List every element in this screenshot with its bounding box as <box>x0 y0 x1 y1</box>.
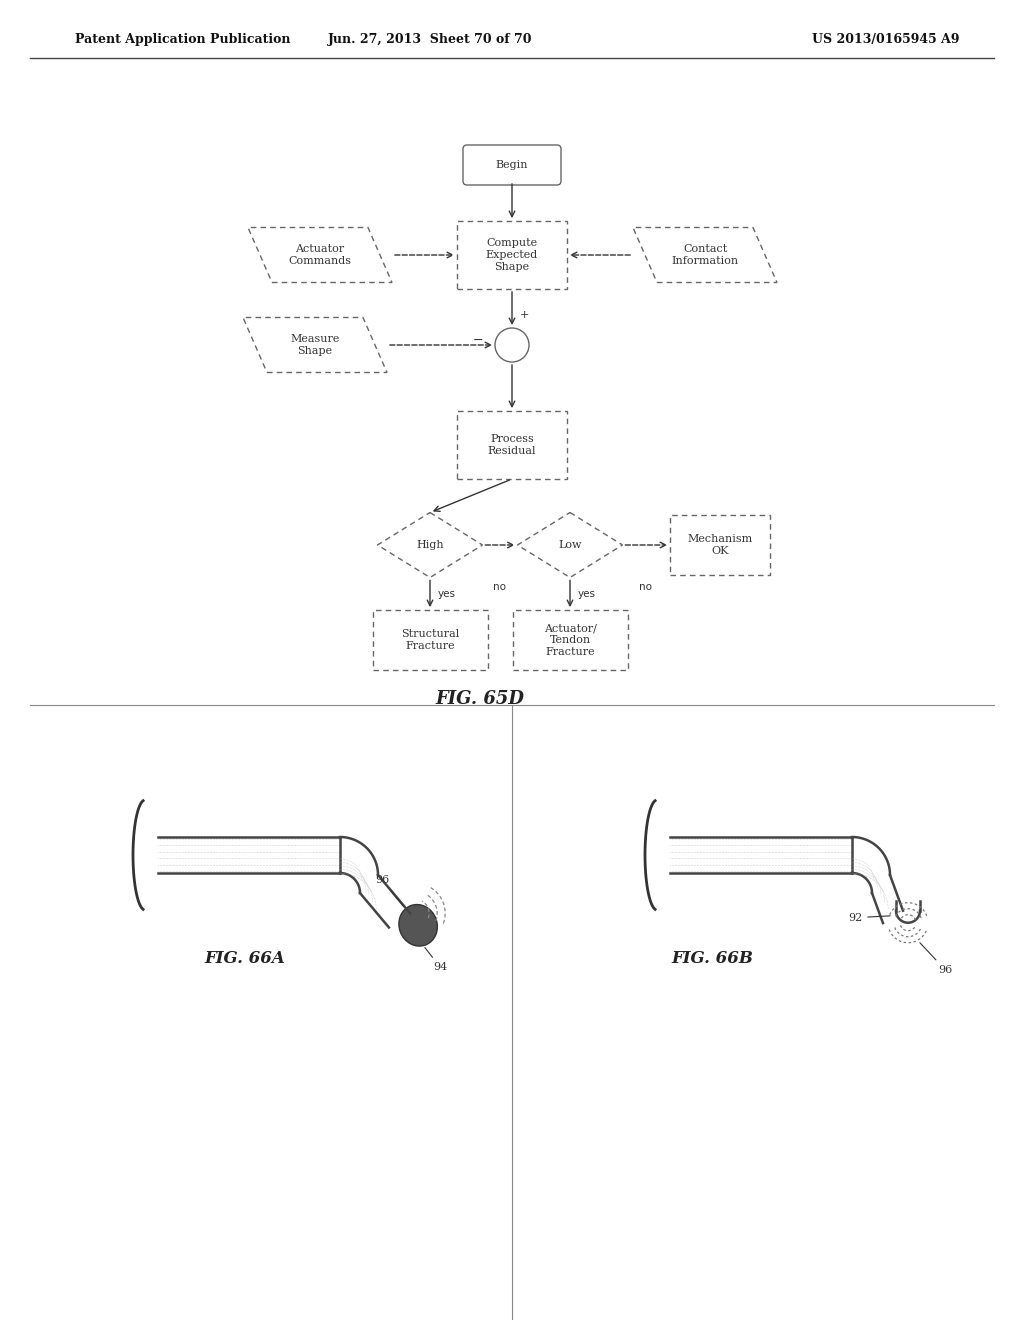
Text: −: − <box>472 334 483 346</box>
Text: US 2013/0165945 A9: US 2013/0165945 A9 <box>812 33 961 46</box>
Text: yes: yes <box>438 589 456 599</box>
Bar <box>457 220 567 289</box>
Text: FIG. 65D: FIG. 65D <box>435 690 524 708</box>
Polygon shape <box>243 318 387 372</box>
Bar <box>373 610 487 671</box>
Circle shape <box>495 327 529 362</box>
Polygon shape <box>378 512 482 578</box>
Polygon shape <box>248 227 392 282</box>
Text: FIG. 66A: FIG. 66A <box>205 950 286 968</box>
Text: no: no <box>494 582 507 593</box>
Text: 96: 96 <box>375 875 403 906</box>
Text: +: + <box>520 310 529 319</box>
Text: 94: 94 <box>425 948 447 973</box>
Text: Low: Low <box>558 540 582 550</box>
Text: Jun. 27, 2013  Sheet 70 of 70: Jun. 27, 2013 Sheet 70 of 70 <box>328 33 532 46</box>
Bar <box>670 515 770 576</box>
Text: High: High <box>416 540 443 550</box>
Text: no: no <box>639 582 651 593</box>
Text: Mechanism
OK: Mechanism OK <box>687 535 753 556</box>
Text: Actuator/
Tendon
Fracture: Actuator/ Tendon Fracture <box>544 623 596 656</box>
Text: Process
Residual: Process Residual <box>487 434 537 455</box>
Text: 96: 96 <box>920 942 952 974</box>
Text: Begin: Begin <box>496 160 528 170</box>
Text: yes: yes <box>578 589 596 599</box>
Text: FIG. 66B: FIG. 66B <box>671 950 753 968</box>
Text: 92: 92 <box>848 912 890 923</box>
Text: Patent Application Publication: Patent Application Publication <box>75 33 291 46</box>
Text: Measure
Shape: Measure Shape <box>291 334 340 356</box>
Bar <box>512 610 628 671</box>
FancyBboxPatch shape <box>463 145 561 185</box>
Polygon shape <box>633 227 777 282</box>
Text: Contact
Information: Contact Information <box>672 244 738 265</box>
Text: Structural
Fracture: Structural Fracture <box>400 630 459 651</box>
Text: Actuator
Commands: Actuator Commands <box>289 244 351 265</box>
Polygon shape <box>517 512 623 578</box>
Text: Compute
Expected
Shape: Compute Expected Shape <box>485 239 539 272</box>
Ellipse shape <box>399 904 437 946</box>
Bar <box>457 411 567 479</box>
